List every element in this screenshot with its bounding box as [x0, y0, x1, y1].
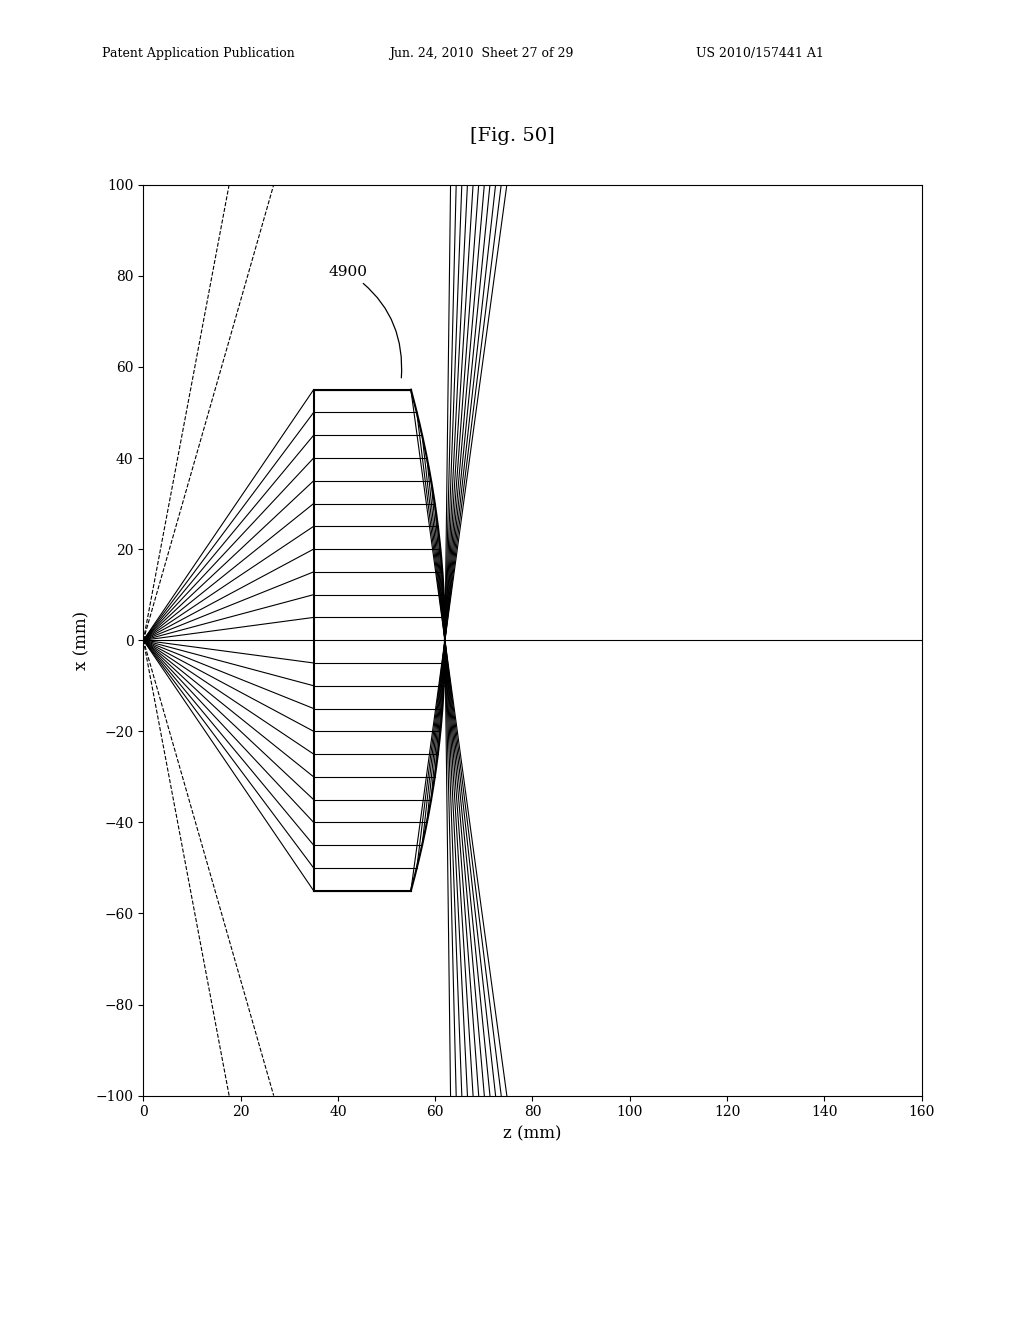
Text: Jun. 24, 2010  Sheet 27 of 29: Jun. 24, 2010 Sheet 27 of 29	[389, 46, 573, 59]
Text: Patent Application Publication: Patent Application Publication	[102, 46, 295, 59]
X-axis label: z (mm): z (mm)	[503, 1125, 562, 1142]
Text: [Fig. 50]: [Fig. 50]	[470, 127, 554, 145]
Text: US 2010/157441 A1: US 2010/157441 A1	[696, 46, 824, 59]
Y-axis label: x (mm): x (mm)	[73, 611, 90, 669]
Text: 4900: 4900	[328, 265, 401, 378]
